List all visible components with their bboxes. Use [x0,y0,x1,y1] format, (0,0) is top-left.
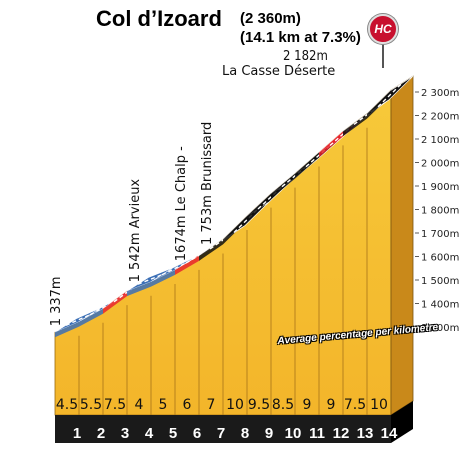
road-centre-line [281,166,307,188]
summit-altitude: (2 360m) [240,10,301,27]
km-marker-label: 11 [309,425,325,442]
road-centre-line [329,123,355,147]
waypoint-label: 1 542m Arvieux [128,179,143,283]
km-marker-label: 12 [333,425,350,442]
climb-title: Col d’Izoard [96,6,222,31]
km-marker-label: 7 [217,425,225,442]
gradient-label: 7 [207,397,216,413]
gradient-label: 8.5 [272,397,294,413]
gradient-label: 5.5 [80,397,102,413]
km-marker-label: 4 [145,425,154,442]
annotation-place: La Casse Déserte [222,64,336,79]
road-band-edge [367,90,391,119]
km-marker-label: 2 [97,425,105,442]
km-marker-label: 3 [121,425,129,442]
waypoint-label: 1674m Le Chalp - [174,146,189,261]
waypoint-label: 1 337m [49,276,64,326]
gradient-label: 10 [370,397,388,413]
road-centre-line [65,314,91,326]
altitude-tick-label: 1 300m [421,323,459,334]
altitude-tick-label: 2 000m [421,159,459,170]
gradient-label: 7.5 [344,397,366,413]
km-marker-label: 1 [73,425,81,442]
road-band-edge [175,255,199,275]
badge-pin-icon [382,44,384,68]
hc-category-badge: HC [368,14,398,44]
km-marker-label: 14 [381,425,398,442]
km-marker-label: 8 [241,425,249,442]
km-marker-label: 6 [193,425,201,442]
km-marker-label: 13 [357,425,374,442]
climb-length-grade: (14.1 km at 7.3%) [240,29,361,46]
altitude-tick-label: 2 100m [421,135,459,146]
waypoint-label: 1 753m Brunissard [200,122,215,245]
road-band-edge [151,270,175,287]
gradient-label: 10 [226,397,244,413]
annotation-altitude: 2 182m [283,49,328,64]
gradient-label: 6 [183,397,192,413]
km-marker-label: 5 [169,425,177,442]
road-centre-line [305,145,331,168]
road-centre-line [233,208,259,233]
road-band-edge [79,308,103,327]
gradient-label: 9 [327,397,336,413]
road-centre-line [137,274,163,285]
profile-side-face [390,75,414,416]
altitude-tick-label: 1 400m [421,300,459,311]
altitude-tick-label: 2 300m [421,88,459,99]
km-marker-label: 9 [265,425,273,442]
altitude-tick-label: 2 200m [421,112,459,123]
km-base-side [391,401,413,443]
road-band-edge [127,281,151,297]
gradient-label: 4.5 [56,397,78,413]
gradient-label: 7.5 [104,397,126,413]
altitude-tick-label: 1 900m [421,182,459,193]
km-base-bar [55,415,391,443]
gradient-label: 9 [303,397,312,413]
km-marker-label: 10 [285,425,302,442]
road-band-edge [55,321,79,338]
road-centre-line [377,82,403,108]
road-centre-line [257,186,283,210]
gradient-label: 9.5 [248,397,270,413]
altitude-tick-label: 1 800m [421,206,459,217]
altitude-tick-label: 1 600m [421,253,459,264]
altitude-tick-label: 1 500m [421,276,459,287]
road-band-edge [223,215,247,245]
gradient-label: 4 [135,397,144,413]
altitude-tick-label: 1 700m [421,229,459,240]
road-centre-line [161,262,187,276]
gradient-label: 5 [159,397,168,413]
